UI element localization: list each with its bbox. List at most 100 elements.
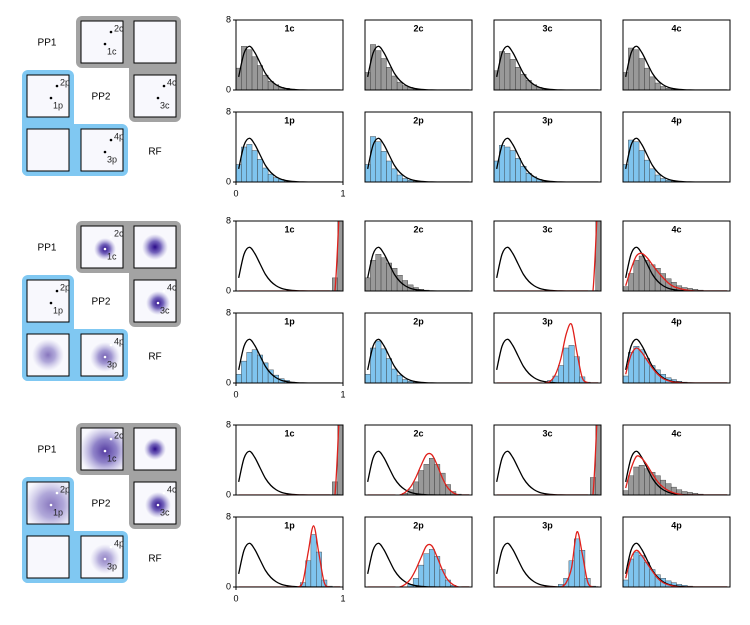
plot-frame: [235, 424, 344, 496]
bar: [370, 136, 376, 182]
bar: [386, 67, 392, 90]
curve: [367, 45, 470, 90]
curve: [367, 452, 470, 495]
field-box: [80, 128, 124, 172]
subplot-title: 3p: [542, 520, 553, 530]
bar: [236, 374, 242, 383]
plot-area: [623, 45, 728, 90]
plot-area: [238, 525, 341, 587]
point-label: 4c: [167, 77, 177, 87]
bar: [633, 141, 640, 182]
subplot-title: 1c: [284, 224, 294, 234]
bar: [515, 158, 521, 182]
bar: [638, 555, 645, 587]
subplot-title: 1p: [284, 520, 295, 530]
curve: [496, 246, 599, 291]
bar: [515, 67, 521, 90]
bar: [439, 569, 446, 587]
curve: [496, 425, 598, 495]
y-tick-label: 0: [226, 489, 231, 499]
plot-frame: [364, 220, 473, 292]
plot-frame: [235, 312, 344, 384]
plot-area: [496, 531, 599, 587]
plot-frame: [493, 220, 602, 292]
blob-clip: [32, 339, 64, 371]
activity-blob: [81, 428, 123, 470]
bar: [396, 374, 403, 383]
curve: [625, 455, 728, 495]
point: [109, 437, 113, 441]
point: [103, 42, 107, 46]
subplot-title: 1p: [284, 115, 295, 125]
bar: [628, 352, 634, 383]
plot-frame: [622, 516, 731, 588]
bar: [563, 347, 570, 383]
bar: [423, 553, 430, 587]
point: [49, 301, 53, 305]
bar: [568, 345, 575, 383]
bar: [310, 534, 317, 587]
point: [103, 247, 107, 251]
field-box: [133, 20, 177, 64]
bar: [623, 286, 629, 291]
bar: [375, 340, 382, 383]
bar: [251, 349, 258, 383]
plot-area: [623, 137, 728, 182]
point-label: 3p: [107, 561, 117, 571]
field-box: [80, 20, 124, 64]
region-label: RF: [148, 554, 161, 565]
bar: [654, 82, 661, 90]
bar: [623, 579, 629, 587]
region-label: RF: [148, 352, 161, 363]
x-tick-label: 0: [233, 593, 238, 603]
point: [103, 355, 107, 359]
bar: [370, 260, 376, 291]
point: [156, 301, 160, 305]
point: [109, 138, 113, 142]
point: [55, 289, 59, 293]
bar: [257, 159, 263, 182]
point-label: 1c: [107, 46, 117, 56]
bar: [638, 465, 645, 495]
field-box: [26, 535, 70, 579]
plot-area: [238, 425, 343, 495]
bar: [375, 141, 382, 182]
bar: [396, 174, 403, 182]
plot-frame: [622, 220, 731, 292]
x-tick-label: 0: [233, 188, 238, 198]
point-label: 1p: [53, 507, 63, 517]
point: [109, 30, 113, 34]
plot-area: [494, 45, 599, 90]
bar: [391, 168, 398, 182]
bar: [370, 44, 376, 90]
point-label: 3c: [160, 100, 170, 110]
subplot-title: 3c: [542, 428, 552, 438]
bar: [638, 255, 645, 291]
blob-clip: [81, 428, 123, 470]
bar: [251, 56, 258, 90]
plot-area: [365, 246, 470, 291]
plot-frame: [493, 312, 602, 384]
activity-blob: [142, 234, 168, 260]
point-label: 1p: [53, 100, 63, 110]
point-label: 3c: [160, 305, 170, 315]
bar: [439, 472, 446, 495]
region-label: PP1: [38, 445, 57, 456]
subplot-title: 3c: [542, 23, 552, 33]
plot-frame: [364, 19, 473, 91]
bar: [509, 150, 516, 182]
point: [55, 84, 59, 88]
y-tick-label: 8: [226, 14, 231, 24]
y-tick-label: 8: [226, 511, 231, 521]
bar: [644, 67, 650, 90]
curve: [238, 221, 340, 291]
plot-frame: [364, 424, 473, 496]
bar: [660, 86, 667, 90]
point-label: 3c: [160, 507, 170, 517]
curve: [625, 347, 728, 383]
bar: [396, 81, 403, 90]
curve: [625, 252, 728, 291]
point-label: 4c: [167, 484, 177, 494]
plot-frame: [622, 111, 731, 183]
